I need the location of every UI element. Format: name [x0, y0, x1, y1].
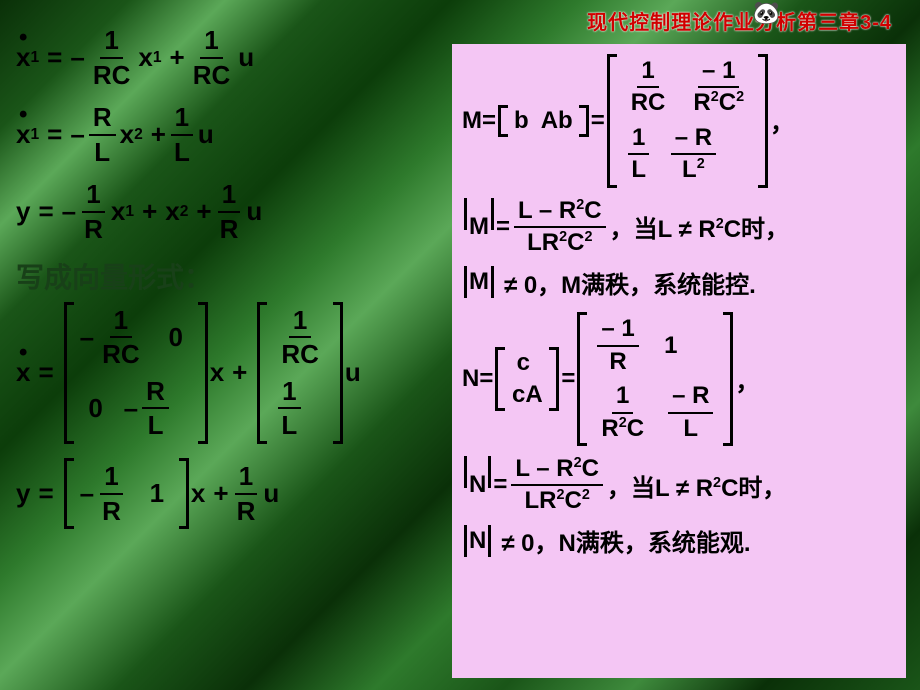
matrix-M-value: 1RC – 1R2C2 1L – RL2 [607, 54, 768, 188]
matrix-b-Ab: b Ab [498, 105, 589, 137]
equation-N-rank: N ≠ 0，N满秩，系统能观. [462, 523, 900, 559]
matrix-B: 1RC 1L [257, 302, 343, 444]
slide-header: 现代控制理论作业分析第三章3-4 [587, 6, 892, 35]
panda-decoration: 🐼 [753, 0, 780, 26]
equation-M-rank: M ≠ 0，M满秩，系统能控. [462, 264, 900, 300]
matrix-C: –1R 1 [64, 458, 189, 529]
equation-M-def: M= b Ab = 1RC – 1R2C2 1L – RL2 [462, 54, 900, 188]
equation-output-vector: y = –1R 1 x + 1R u [16, 458, 456, 529]
matrix-c-cA: c cA [495, 347, 559, 411]
equation-state-vector: x = –1RC 0 0 –RL x + 1RC 1L [16, 302, 456, 444]
equation-detM: M = L – R2C LR2C2 ，当L ≠ R2C时， [462, 196, 900, 259]
equation-detN: N = L – R2C LR2C2 ，当L ≠ R2C时， [462, 454, 900, 517]
matrix-A: –1RC 0 0 –RL [64, 302, 208, 444]
matrix-N-value: – 1R 1 1R2C – RL [577, 312, 733, 446]
equation-xdot1-a: x1 = – 1RC x1 + 1RC u [16, 24, 456, 91]
vector-form-label: 写成向量形式： [16, 256, 456, 296]
equation-y: y = – 1R x1 + x2 + 1R u [16, 178, 456, 245]
right-analysis-panel: M= b Ab = 1RC – 1R2C2 1L – RL2 [452, 44, 906, 678]
equation-xdot1-b: x1 = – RL x2 + 1L u [16, 101, 456, 168]
equation-N-def: N= c cA = – 1R 1 1R2C – RL [462, 312, 900, 446]
left-equations-panel: x1 = – 1RC x1 + 1RC u x1 = – RL x2 + 1L … [16, 8, 456, 682]
